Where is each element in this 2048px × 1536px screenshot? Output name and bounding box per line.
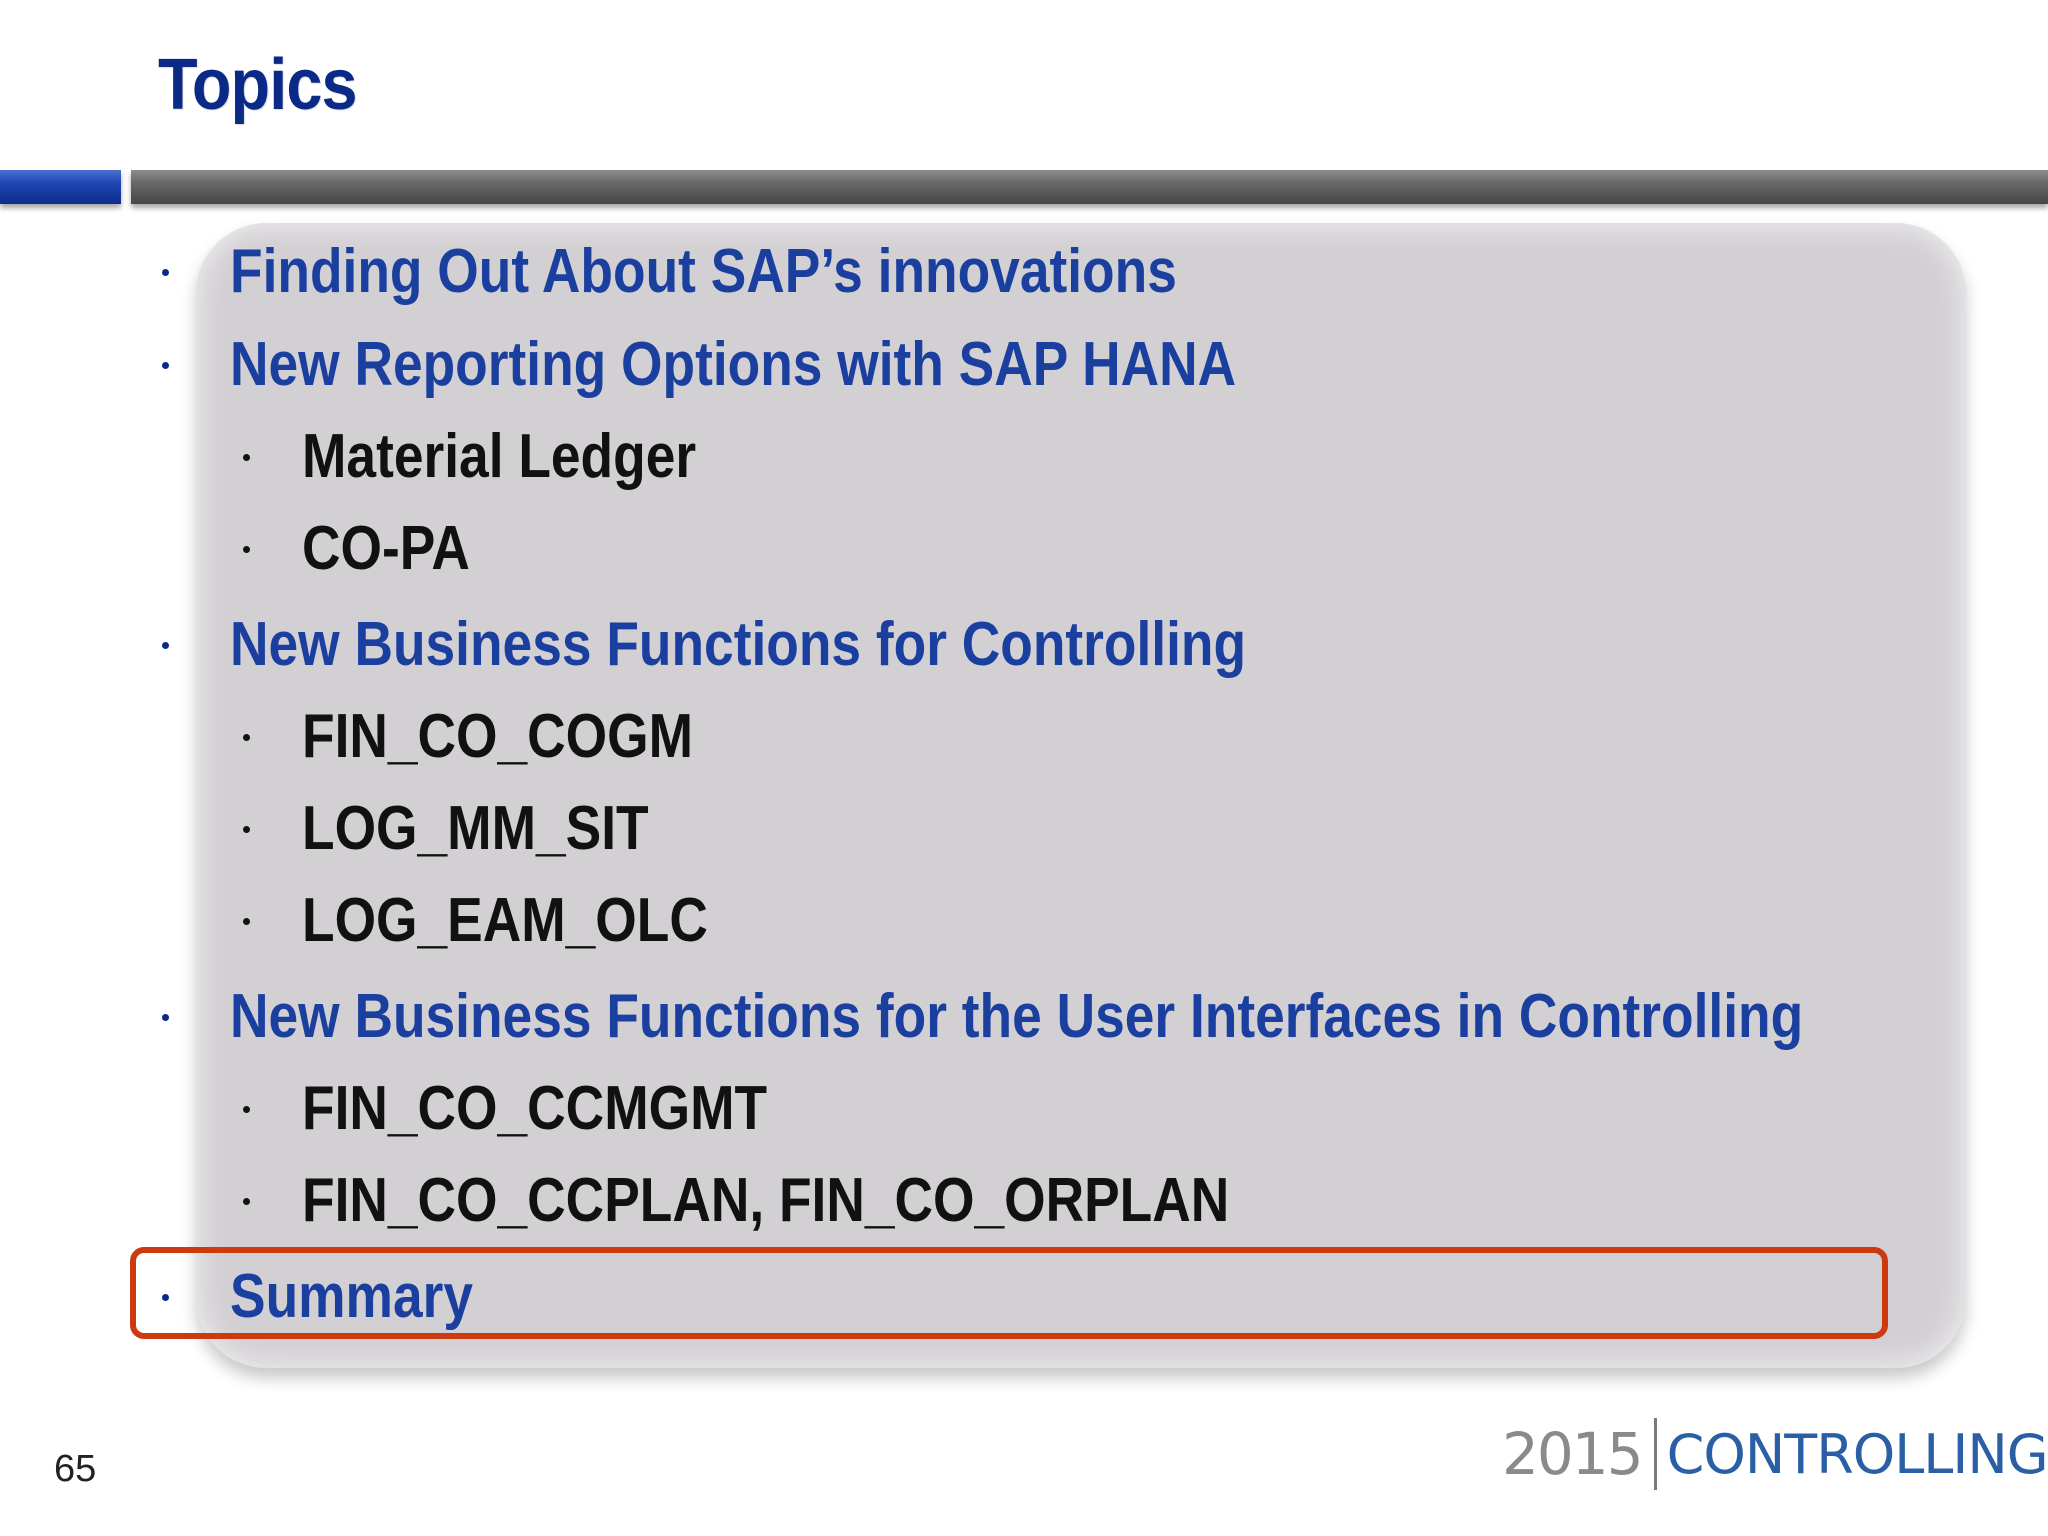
bullet-icon [240, 1195, 252, 1207]
slide-title: Topics [158, 45, 358, 125]
header-divider-bar [131, 170, 2048, 204]
bullet-icon [240, 731, 252, 743]
topic-item: New Reporting Options with SAP HANA [230, 330, 1237, 399]
controlling-logo: 2015 CONTROLLING [1502, 1418, 2048, 1490]
subtopic-item: Material Ledger [302, 422, 697, 491]
subtopic-item: FIN_CO_CCMGMT [302, 1074, 768, 1143]
bullet-icon [240, 823, 252, 835]
bullet-icon [240, 451, 252, 463]
subtopic-item: LOG_MM_SIT [302, 794, 649, 863]
current-topic-highlight [130, 1247, 1888, 1339]
header-accent-bar [0, 170, 121, 204]
bullet-icon [240, 1103, 252, 1115]
page-number: 65 [54, 1448, 97, 1490]
subtopic-item: FIN_CO_COGM [302, 702, 694, 771]
bullet-icon [159, 266, 171, 278]
logo-word: CONTROLLING [1666, 1422, 2048, 1486]
subtopic-item: CO-PA [302, 514, 470, 583]
logo-divider [1653, 1418, 1657, 1490]
logo-year: 2015 [1502, 1420, 1644, 1488]
bullet-icon [240, 543, 252, 555]
subtopic-item: LOG_EAM_OLC [302, 886, 708, 955]
topic-item: Summary [230, 1262, 474, 1331]
bullet-icon [159, 1011, 171, 1023]
topic-item: New Business Functions for the User Inte… [230, 982, 1804, 1051]
subtopic-item: FIN_CO_CCPLAN, FIN_CO_ORPLAN [302, 1166, 1230, 1235]
topics-panel [196, 223, 1966, 1368]
topic-item: Finding Out About SAP’s innovations [230, 237, 1177, 306]
bullet-icon [159, 359, 171, 371]
topic-item: New Business Functions for Controlling [230, 610, 1247, 679]
bullet-icon [240, 915, 252, 927]
bullet-icon [159, 639, 171, 651]
bullet-icon [159, 1291, 171, 1303]
